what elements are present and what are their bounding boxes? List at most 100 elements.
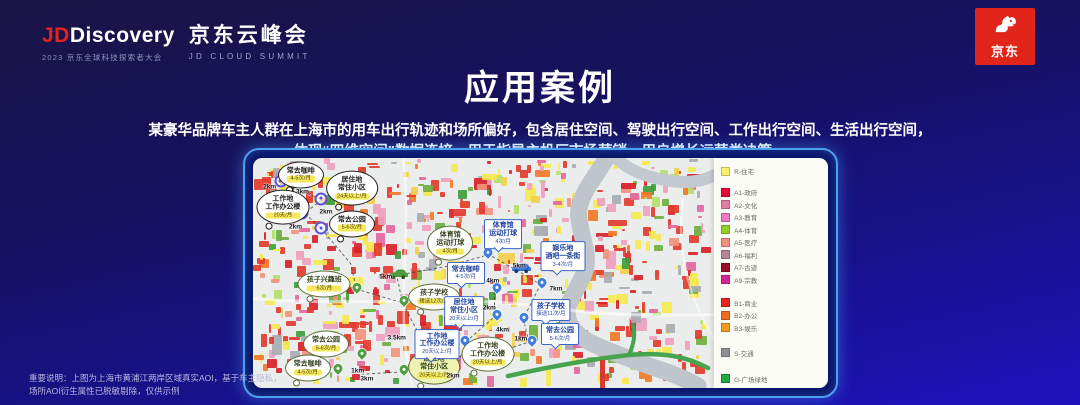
legend-item: A2-文化	[721, 200, 821, 210]
map-callout: 工作地 工作办公楼 20天/月	[256, 190, 310, 230]
callout-title: 工作地	[426, 332, 448, 340]
car-green-icon	[387, 267, 409, 285]
legend-swatch	[721, 348, 731, 357]
callout-frequency: 接送11次/月	[536, 311, 566, 318]
callout-title: 体育馆	[439, 231, 461, 239]
jd-badge-text: 京东	[990, 43, 1019, 59]
map-callout: 常去公园 5-6次/月	[328, 210, 375, 243]
distance-label: 2km	[319, 208, 333, 216]
distance-label: 4km	[496, 326, 510, 334]
page-title: 应用案例	[463, 69, 616, 108]
legend-label: A5-医疗	[734, 240, 758, 247]
callout-title: 常去咖啡	[451, 265, 480, 273]
swirl-pin-icon	[314, 192, 328, 206]
callout-title: 工作办公楼	[265, 203, 301, 211]
legend-label: A6-福利	[734, 252, 758, 260]
map-callout: 常去咖啡 4-5次/月	[284, 354, 331, 387]
legend-swatch	[721, 310, 731, 320]
map-area: R-住宅 A1-政府 A2-文化 A3-教育 A4-体育 A5-医疗 A6-福利 A7-古迹 A…	[253, 158, 828, 388]
callout-title: 娱乐地	[552, 245, 574, 253]
callout-frequency: 5-6次/月	[549, 335, 571, 342]
event-year-line: 2023 京东全球科技探索者大会	[42, 53, 163, 62]
legend-item: B3-娱乐	[721, 323, 821, 333]
legend-swatch	[721, 212, 731, 222]
callout-title: 工作地	[477, 342, 499, 350]
callout-frequency: 4次/月	[436, 248, 465, 255]
map-callout: 娱乐地 酒吧一条街 3-4次/月	[540, 241, 586, 272]
footnote-line1: 重要说明：上图为上海市黄浦江两岸区域真实AOI，基于车主隐私，	[29, 373, 282, 383]
callout-title: 常去咖啡	[293, 360, 322, 368]
legend-label: B1-商业	[734, 300, 758, 308]
jd-logo-badge: 京东	[975, 8, 1035, 65]
legend-group: G-广场绿地	[721, 374, 821, 384]
callout-frequency: 4次/月	[495, 239, 511, 246]
callout-title: 运动打球	[436, 239, 465, 247]
map-callout: 常去公园 5-6次/月	[303, 330, 350, 363]
legend-label: G-广场绿地	[734, 376, 768, 384]
callout-title: 体育馆	[492, 222, 514, 230]
distance-label: 1km	[351, 367, 365, 375]
map-callout: 孩子兴趣班 6次/月	[297, 270, 351, 303]
event-title-en: JD CLOUD SUMMIT	[188, 52, 311, 61]
subtitle-line1: 某豪华品牌车主人群在上海市的用车出行轨迹和场所偏好，包含居住空间、驾驶出行空间、…	[148, 123, 932, 139]
callout-title: 常去咖啡	[286, 167, 315, 175]
jdd-logo: JDDiscovery	[42, 24, 175, 48]
legend-item: G-广场绿地	[721, 374, 821, 384]
distance-label: 2km	[446, 372, 460, 380]
legend-label: A1-政府	[734, 190, 758, 197]
jd-dog-icon	[990, 14, 1020, 40]
footnote-line2: 场所AOI衍生属性已脱敏剔除，仅供示例	[29, 386, 180, 397]
legend-group: B1-商业 B2-办公 B3-娱乐	[721, 298, 821, 333]
legend-item: S-交通	[721, 348, 821, 358]
callout-title: 孩子兴趣班	[306, 276, 342, 284]
jdd-logo-d: D	[69, 24, 86, 47]
callout-frequency: 20天以上/月	[422, 349, 452, 356]
callout-frequency: 6次/月	[306, 285, 342, 292]
callout-title: 孩子学校	[420, 289, 449, 297]
legend-swatch	[721, 225, 731, 234]
swirl-pin-icon	[314, 221, 328, 235]
legend-item: A4-体育	[721, 225, 821, 235]
callout-title: 常去公园	[337, 216, 366, 224]
aoi-legend: R-住宅 A1-政府 A2-文化 A3-教育 A4-体育 A5-医疗 A6-福利 A7-古迹 A…	[714, 158, 828, 388]
callout-title: 运动打球	[489, 230, 518, 238]
legend-swatch	[721, 323, 731, 332]
legend-label: B2-办公	[734, 313, 758, 320]
car-blue-icon	[510, 261, 532, 279]
callout-title: 常住小区	[420, 363, 449, 371]
legend-group: R-住宅	[721, 166, 821, 176]
legend-item: A6-福利	[721, 250, 821, 260]
callout-title: 工作办公楼	[419, 340, 455, 348]
callout-frequency: 4-5次/月	[455, 274, 476, 281]
callout-title: 酒吧一条街	[545, 252, 581, 260]
legend-label: S-交通	[734, 350, 754, 358]
legend-item: B1-商业	[721, 298, 821, 308]
river-branch	[606, 158, 721, 189]
distance-label: 3.5km	[387, 334, 406, 342]
map-callout: 体育馆 运动打球 4次/月	[427, 225, 474, 266]
callout-frequency: 5-6次/月	[312, 345, 341, 352]
legend-swatch	[721, 298, 731, 307]
map-callout: 工作地 工作办公楼 20天以上/月	[461, 336, 515, 377]
distance-label: 3km	[360, 375, 374, 383]
legend-label: A2-文化	[734, 202, 758, 210]
legend-swatch	[721, 374, 731, 383]
callout-frequency: 4-5次/月	[286, 175, 315, 183]
map-scatter	[253, 158, 828, 388]
callout-frequency: 20天以上/月	[470, 359, 506, 366]
jdd-logo-red: JD	[42, 24, 70, 47]
legend-item: A5-医疗	[721, 237, 821, 247]
callout-frequency: 20天以上/月	[417, 372, 451, 379]
distance-label: 1km	[514, 335, 528, 343]
distance-label: 2km	[289, 223, 303, 231]
callout-frequency: 3-4次/月	[552, 261, 574, 268]
callout-title: 孩子学校	[536, 302, 565, 310]
map-callout: 体育馆 运动打球 4次/月	[484, 218, 523, 249]
map-callout: 常去公园 5-6次/月	[541, 323, 580, 346]
legend-group: A1-政府 A2-文化 A3-教育 A4-体育 A5-医疗 A6-福利 A7-古迹 A9-宗教	[721, 187, 821, 285]
legend-swatch	[721, 262, 731, 272]
callout-title: 常去公园	[546, 326, 575, 334]
map-callout: 常去咖啡 4-5次/月	[446, 262, 485, 284]
